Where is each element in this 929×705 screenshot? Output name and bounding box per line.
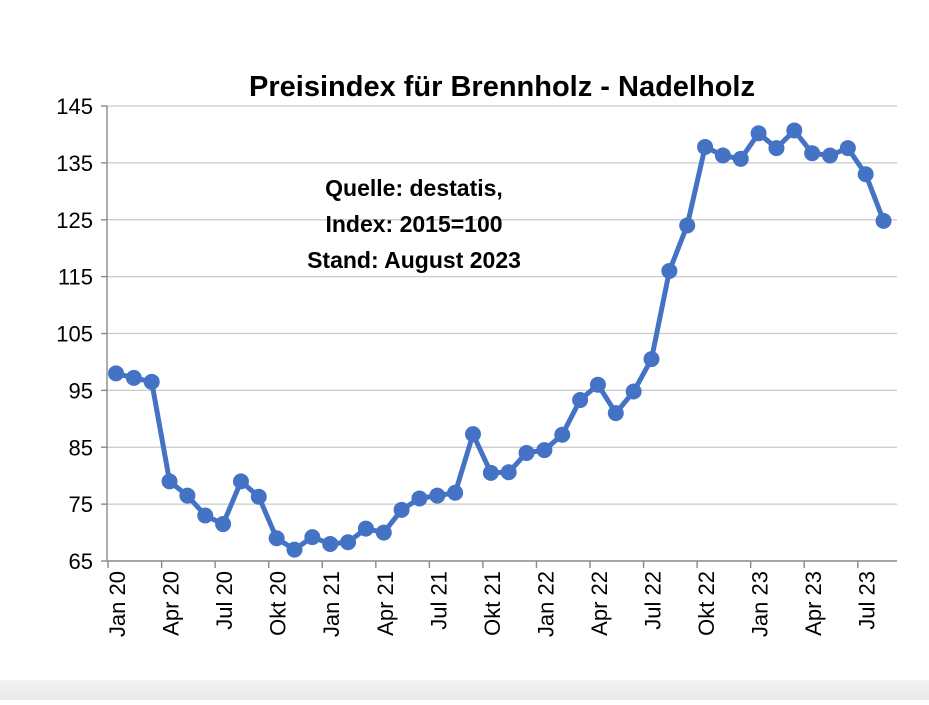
data-point bbox=[786, 122, 803, 139]
data-point bbox=[875, 212, 892, 229]
y-tick-label: 125 bbox=[56, 208, 93, 233]
x-tick-label: Okt 21 bbox=[480, 571, 505, 636]
data-point bbox=[714, 147, 731, 164]
x-tick-label: Okt 22 bbox=[694, 571, 719, 636]
x-tick-label: Apr 23 bbox=[801, 571, 826, 636]
data-point bbox=[411, 490, 428, 507]
x-tick-label: Jan 22 bbox=[533, 571, 558, 637]
data-point bbox=[661, 262, 678, 279]
data-point bbox=[643, 351, 660, 368]
y-tick-label: 135 bbox=[56, 151, 93, 176]
data-point bbox=[732, 150, 749, 167]
data-point bbox=[697, 138, 714, 155]
data-point bbox=[482, 464, 499, 481]
data-point bbox=[143, 373, 160, 390]
data-point bbox=[625, 383, 642, 400]
annotation-box: Quelle: destatis, Index: 2015=100 Stand:… bbox=[307, 175, 521, 273]
axes: 65 75 85 95 105 115 125 135 145 Jan 20 Apr 20 Jul 2… bbox=[56, 94, 897, 637]
data-point bbox=[161, 473, 178, 490]
data-point bbox=[197, 507, 214, 524]
x-tick-label: Jul 22 bbox=[641, 571, 666, 630]
series-layer bbox=[108, 122, 892, 558]
data-point bbox=[215, 516, 232, 533]
data-point bbox=[322, 535, 339, 552]
data-point bbox=[500, 464, 517, 481]
data-point bbox=[804, 145, 821, 162]
annotation-line-3: Stand: August 2023 bbox=[307, 247, 521, 273]
data-point bbox=[679, 217, 696, 234]
data-point bbox=[340, 534, 357, 551]
y-tick-label: 65 bbox=[69, 549, 93, 574]
data-point bbox=[518, 444, 535, 461]
data-point bbox=[589, 376, 606, 393]
y-tick-label: 85 bbox=[69, 435, 93, 460]
data-point bbox=[607, 405, 624, 422]
data-point bbox=[125, 369, 142, 386]
data-point bbox=[822, 147, 838, 164]
data-point bbox=[286, 541, 303, 558]
y-tick-label: 145 bbox=[56, 94, 93, 119]
data-point bbox=[768, 140, 785, 157]
y-tick-label: 95 bbox=[69, 378, 93, 403]
data-point bbox=[375, 524, 392, 541]
bottom-strip bbox=[0, 680, 929, 700]
x-tick-label: Apr 22 bbox=[587, 571, 612, 636]
data-point bbox=[429, 487, 446, 504]
x-tick-label: Jan 21 bbox=[319, 571, 344, 637]
gridlines bbox=[107, 105, 897, 505]
y-tick-label: 75 bbox=[69, 492, 93, 517]
x-tick-label: Jul 21 bbox=[426, 571, 451, 630]
data-point bbox=[108, 365, 124, 382]
x-tick-label: Okt 20 bbox=[266, 571, 291, 636]
y-tick-label: 115 bbox=[58, 265, 93, 290]
data-point bbox=[232, 473, 249, 490]
x-tick-label: Jul 23 bbox=[855, 571, 880, 630]
annotation-line-2: Index: 2015=100 bbox=[325, 211, 502, 237]
data-point bbox=[268, 530, 285, 547]
x-tick-label: Apr 21 bbox=[373, 571, 398, 636]
data-point bbox=[465, 426, 481, 443]
annotation-line-1: Quelle: destatis, bbox=[325, 175, 503, 201]
data-point bbox=[750, 125, 767, 142]
chart-title: Preisindex für Brennholz - Nadelholz bbox=[249, 71, 755, 103]
data-point bbox=[250, 488, 267, 505]
x-tick-label: Jan 23 bbox=[748, 571, 773, 637]
data-point bbox=[393, 501, 410, 518]
data-point bbox=[179, 487, 196, 504]
data-point bbox=[447, 484, 464, 501]
data-point bbox=[839, 140, 856, 157]
data-point bbox=[857, 166, 874, 183]
x-tick-label: Jul 20 bbox=[212, 571, 237, 630]
x-tick-label: Jan 20 bbox=[105, 571, 130, 637]
data-point bbox=[572, 392, 589, 409]
data-point bbox=[536, 442, 553, 459]
data-point bbox=[304, 529, 321, 546]
y-tick-label: 105 bbox=[56, 322, 93, 347]
x-tick-label: Apr 20 bbox=[159, 571, 184, 636]
data-point bbox=[357, 520, 374, 537]
data-point bbox=[554, 426, 571, 443]
